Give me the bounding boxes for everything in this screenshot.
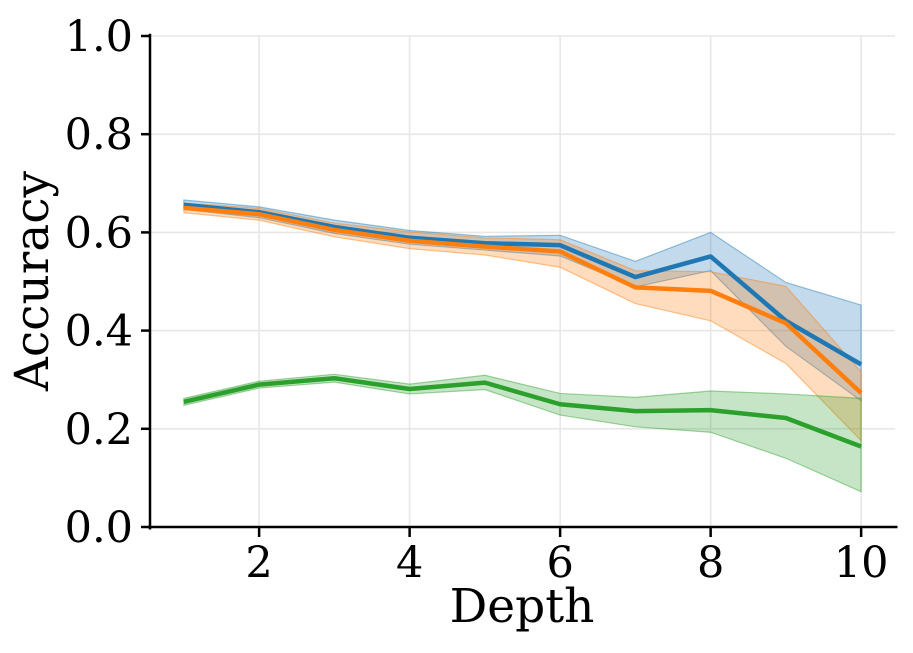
x-tick-label: 4 xyxy=(396,538,423,588)
tick-label-layer: 0.0 0.2 0.4 0.6 0.8 1.0 2 4 6 8 10 xyxy=(65,12,889,588)
series-line-blue xyxy=(183,202,863,367)
y-tick-label: 0.8 xyxy=(65,110,133,160)
x-axis-label: Depth xyxy=(450,579,595,634)
x-tick-label: 10 xyxy=(834,538,889,588)
series-line-orange xyxy=(183,205,863,395)
y-tick-label: 0.4 xyxy=(65,307,133,357)
y-axis-label: Accuracy xyxy=(5,170,60,392)
series-line-green xyxy=(183,375,862,449)
series-band-blue xyxy=(183,199,862,402)
series-line-layer xyxy=(183,202,863,449)
x-tick-label: 6 xyxy=(546,538,573,588)
axis-layer xyxy=(141,33,898,537)
x-tick-label: 2 xyxy=(245,538,272,588)
y-tick-label: 1.0 xyxy=(65,12,133,62)
y-tick-label: 0.6 xyxy=(65,208,133,258)
y-tick-label: 0.2 xyxy=(65,405,133,455)
x-tick-label: 8 xyxy=(697,538,724,588)
y-tick-label: 0.0 xyxy=(65,503,133,553)
series-band-green xyxy=(183,373,862,493)
